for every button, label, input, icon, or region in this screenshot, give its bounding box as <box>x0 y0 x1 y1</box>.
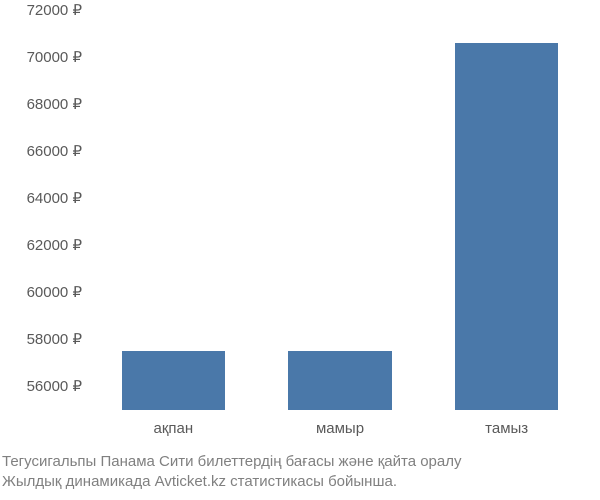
bar <box>122 351 225 410</box>
y-tick-label: 64000 ₽ <box>27 189 90 207</box>
y-tick-label: 72000 ₽ <box>27 1 90 19</box>
x-tick-label: мамыр <box>316 410 364 437</box>
y-tick-label: 56000 ₽ <box>27 377 90 395</box>
y-tick-label: 58000 ₽ <box>27 330 90 348</box>
caption-line: Тегусигальпы Панама Сити билеттердің бағ… <box>2 452 600 472</box>
y-tick-label: 62000 ₽ <box>27 236 90 254</box>
price-bar-chart: 56000 ₽ 58000 ₽ 60000 ₽ 62000 ₽ 64000 ₽ 66000… <box>0 0 600 500</box>
y-tick-label: 70000 ₽ <box>27 48 90 66</box>
x-tick-label: ақпан <box>154 410 194 437</box>
x-tick-label: тамыз <box>485 410 528 437</box>
bar <box>288 351 391 410</box>
caption-line: Жылдық динамикада Avticket.kz статистика… <box>2 472 600 492</box>
plot-area: 56000 ₽58000 ₽60000 ₽62000 ₽64000 ₽66000… <box>90 10 590 410</box>
chart-caption: Тегусигальпы Панама Сити билеттердің бағ… <box>0 452 600 493</box>
bar <box>455 43 558 410</box>
y-tick-label: 68000 ₽ <box>27 95 90 113</box>
y-tick-label: 60000 ₽ <box>27 283 90 301</box>
y-tick-label: 66000 ₽ <box>27 142 90 160</box>
